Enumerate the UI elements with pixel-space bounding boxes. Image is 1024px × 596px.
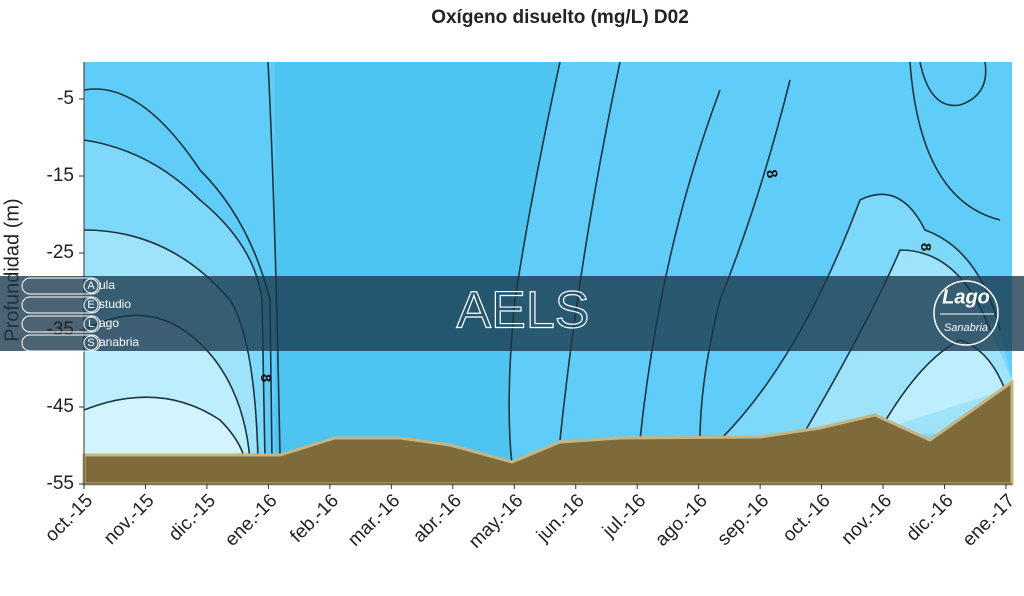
logo-letter: A — [87, 280, 95, 292]
logo-letter-circle — [83, 278, 99, 294]
x-tick-label: nov.-15 — [100, 490, 159, 549]
x-tick-label: oct.-15 — [41, 490, 97, 546]
logo-letter-circle — [83, 297, 99, 313]
x-tick-label: dic.-16 — [902, 490, 957, 545]
x-tick-label: ago.-16 — [651, 490, 711, 550]
x-tick-label: ene.-16 — [221, 490, 281, 550]
logo-word: ago — [99, 316, 119, 330]
x-tick-label: may.-16 — [465, 490, 527, 552]
chart-title: Oxígeno disuelto (mg/L) D02 — [431, 7, 689, 28]
y-tick-label: -55 — [47, 473, 74, 494]
contour-field — [82, 61, 1014, 486]
y-tick-label: -5 — [57, 88, 74, 109]
logo-letter: S — [87, 337, 94, 349]
logo-letter-circle — [83, 316, 99, 332]
x-tick-label: oct.-16 — [779, 490, 835, 546]
logo-pill — [21, 277, 101, 295]
watermark-text: AELS — [457, 282, 590, 340]
x-tick-label: jul.-16 — [598, 490, 650, 542]
logo-word: ula — [99, 278, 115, 292]
contour-label: 8 — [762, 168, 780, 179]
contour-label: 8 — [917, 243, 934, 251]
y-tick-label: -15 — [47, 165, 74, 186]
y-tick-label: -35 — [47, 319, 74, 340]
x-tick-label: ene.-17 — [959, 490, 1019, 550]
logo-letter-circle — [83, 335, 99, 351]
logo-pill — [21, 315, 101, 333]
logo-letter: E — [87, 299, 94, 311]
logo-word: anabria — [99, 335, 139, 349]
x-tick-label: mar.-16 — [344, 490, 404, 550]
x-tick-label: feb.-16 — [286, 490, 343, 547]
logo-pill — [21, 296, 101, 314]
x-tick-label: nov.-16 — [837, 490, 896, 549]
x-tick-label: dic.-15 — [165, 490, 220, 545]
x-tick-label: abr.-16 — [409, 490, 466, 547]
logo-pill — [21, 334, 101, 352]
contour-label: 8 — [257, 374, 274, 382]
y-tick-label: -25 — [47, 242, 74, 263]
logo-letter: L — [88, 318, 94, 330]
x-tick-label: jun.-16 — [532, 490, 589, 547]
y-tick-label: -45 — [47, 396, 74, 417]
x-tick-label: sep.-16 — [714, 490, 774, 550]
watermark: AELS Lago Sanabria — [0, 276, 1024, 351]
logo-word: studio — [99, 297, 131, 311]
logo-title: Lago — [942, 286, 990, 308]
logo-subtitle: Sanabria — [944, 322, 988, 334]
